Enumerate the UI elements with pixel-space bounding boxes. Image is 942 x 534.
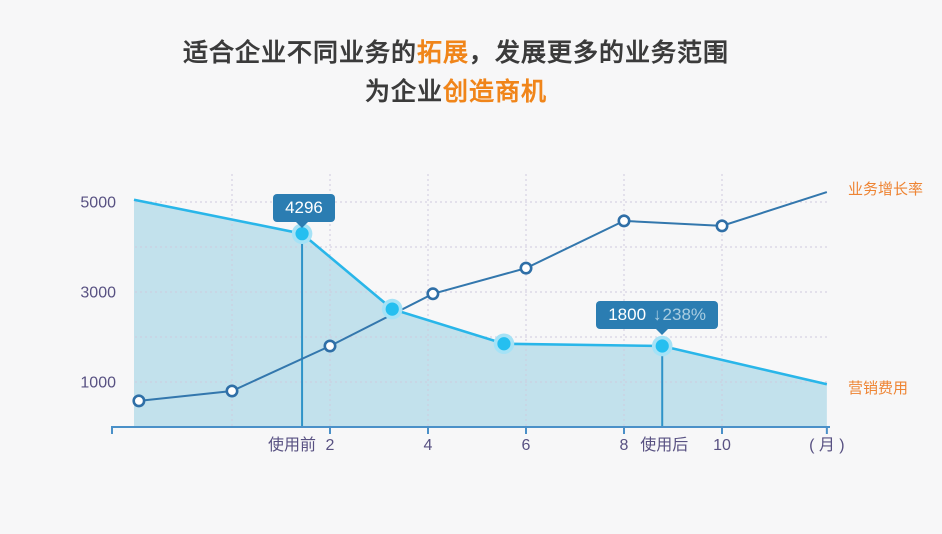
- cost-point-marker: [385, 302, 399, 316]
- tooltip-1800: 1800 ↓238%: [596, 301, 719, 329]
- growth-point-marker: [225, 384, 239, 398]
- x-axis-annotation: 使用后: [640, 436, 688, 454]
- x-axis-label: 2: [326, 437, 335, 454]
- cost-point-marker: [655, 339, 669, 353]
- page-title: 适合企业不同业务的拓展，发展更多的业务范围 为企业创造商机: [0, 34, 912, 112]
- x-axis-label: 10: [713, 437, 731, 454]
- title-line-1: 适合企业不同业务的拓展，发展更多的业务范围: [0, 34, 912, 73]
- title-text: ，发展更多的业务范围: [469, 39, 730, 67]
- y-axis-label: 1000: [80, 375, 116, 392]
- tooltip-value: 1800: [608, 305, 647, 324]
- down-arrow-icon: ↓: [653, 305, 662, 324]
- growth-point-marker: [426, 287, 440, 301]
- growth-line: [138, 191, 828, 402]
- growth-point-marker: [132, 394, 146, 408]
- title-line-2: 为企业创造商机: [0, 73, 912, 112]
- title-accent-text: 拓展: [416, 39, 469, 67]
- tooltip-value: 4296: [285, 198, 323, 217]
- y-axis-label: 3000: [80, 285, 116, 302]
- growth-point-marker: [617, 214, 631, 228]
- x-axis-label: 6: [522, 437, 531, 454]
- growth-point-marker: [323, 339, 337, 353]
- x-axis-label: 8: [620, 437, 629, 454]
- cost-line: [133, 198, 828, 386]
- title-accent-text: 创造商机: [443, 78, 548, 106]
- legend-growth-rate: 业务增长率: [848, 181, 924, 198]
- growth-point-marker: [715, 219, 729, 233]
- legend-marketing-cost: 营销费用: [848, 380, 909, 397]
- x-axis-label: 4: [424, 437, 433, 454]
- tooltip-change: 238%: [662, 305, 707, 324]
- cost-area-fill: [134, 199, 827, 427]
- x-axis-unit-label: ( 月 ): [809, 437, 845, 454]
- cost-point-marker: [497, 337, 511, 351]
- title-text: 适合企业不同业务的: [182, 39, 417, 67]
- tooltip-4296: 4296: [273, 194, 335, 222]
- y-axis-label: 5000: [80, 195, 116, 212]
- growth-point-marker: [519, 261, 533, 275]
- title-text: 为企业: [364, 78, 443, 106]
- x-axis-annotation: 使用前: [268, 436, 316, 454]
